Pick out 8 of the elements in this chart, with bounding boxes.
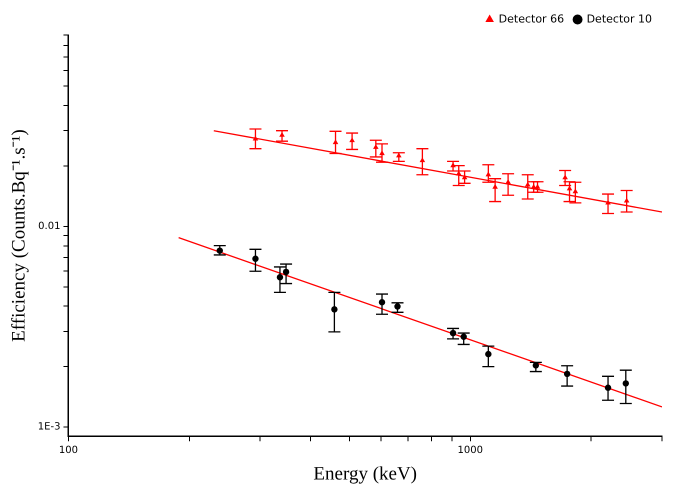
- x-tick-label: 1000: [458, 444, 484, 456]
- x-tick-label: 100: [58, 444, 78, 456]
- legend-label: Detector 66: [498, 12, 564, 26]
- y-axis-title: Efficiency (Counts.Bq⁻¹.s⁻¹): [8, 129, 30, 342]
- y-tick-label: 0.01: [38, 221, 60, 232]
- x-axis-title: Energy (keV): [313, 464, 418, 485]
- y-tick-label: 1E-3: [38, 422, 60, 433]
- legend-label: Detector 10: [586, 12, 652, 26]
